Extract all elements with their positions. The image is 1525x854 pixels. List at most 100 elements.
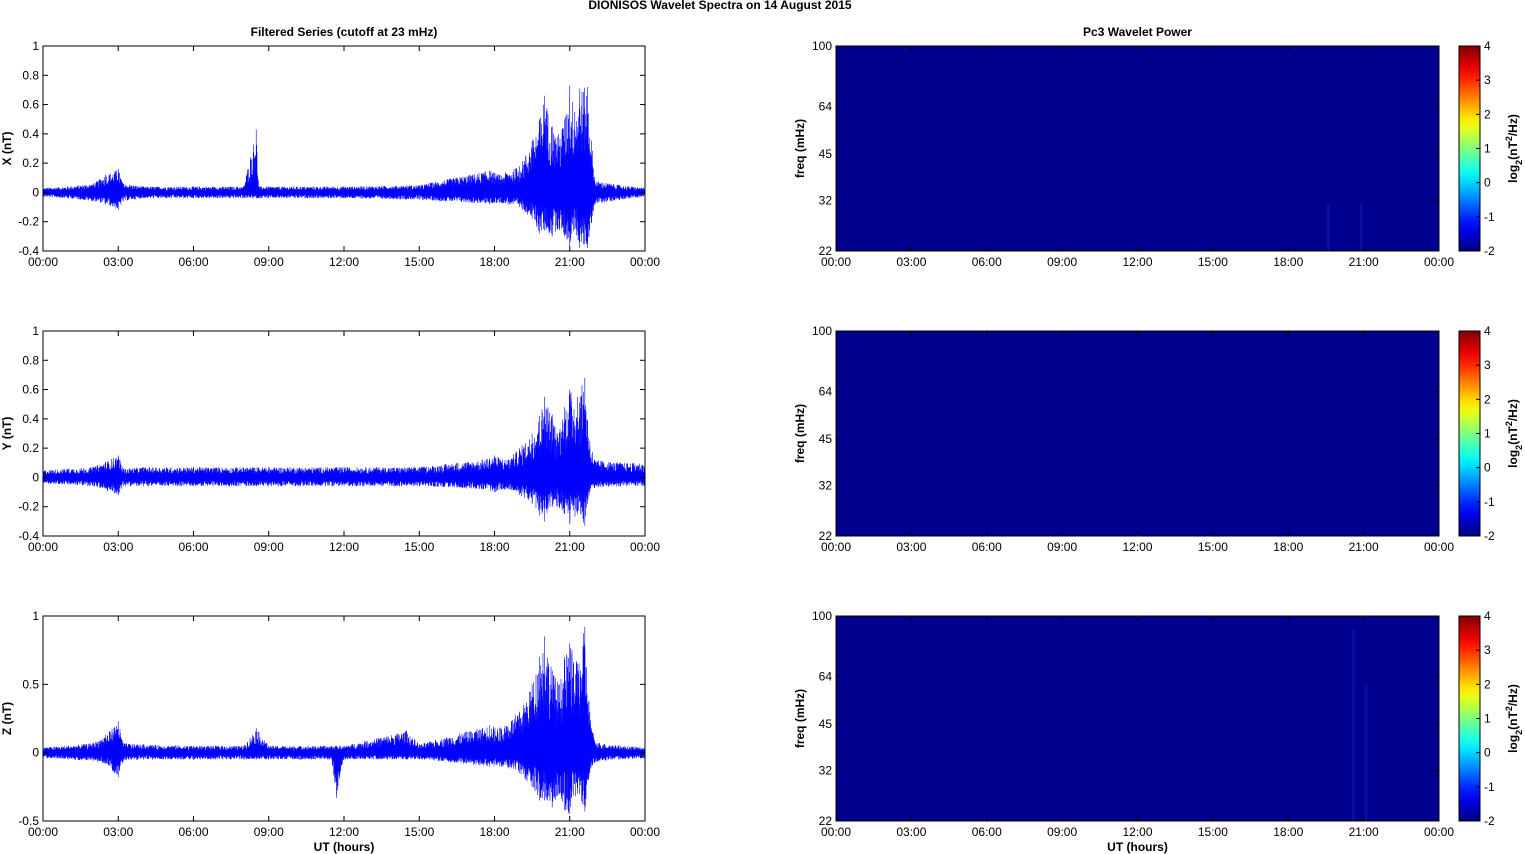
z-wavelet-colorbar-label: log2(nT2/Hz) xyxy=(1504,684,1524,753)
z-series-xtick-label-0: 00:00 xyxy=(28,825,58,839)
x-wavelet-xtick-label-8: 00:00 xyxy=(1424,255,1454,269)
y-wavelet-colorbar-label-tail: /Hz) xyxy=(1506,399,1520,421)
x-wavelet-ytick-label-0: 100 xyxy=(812,39,832,53)
y-wavelet-cbtick-label-5: -1 xyxy=(1484,495,1495,509)
y-wavelet-cbtick-label-6: -2 xyxy=(1484,529,1495,543)
x-series-xtick-label-0: 00:00 xyxy=(28,255,58,269)
y-series-xtick-label-1: 03:00 xyxy=(103,540,133,554)
x-series-title: Filtered Series (cutoff at 23 mHz) xyxy=(251,25,438,39)
y-wavelet-colorbar-label-unit: (nT xyxy=(1506,426,1520,445)
y-series-ytick-label-1: 0.8 xyxy=(22,353,39,367)
z-series-ytick-label-1: 0.5 xyxy=(22,677,39,691)
x-series-ytick-label-5: 0 xyxy=(32,185,39,199)
z-wavelet-ytick-label-3: 32 xyxy=(819,763,833,777)
y-wavelet-xtick-label-8: 00:00 xyxy=(1424,540,1454,554)
y-wavelet-ytick-label-4: 22 xyxy=(819,529,833,543)
y-series-xtick-label-3: 09:00 xyxy=(254,540,284,554)
x-wavelet-xtick-label-4: 12:00 xyxy=(1122,255,1152,269)
x-series-xtick-label-3: 09:00 xyxy=(254,255,284,269)
x-wavelet-colorbar-label-tail: /Hz) xyxy=(1506,114,1520,136)
x-wavelet-colorbar-label-unit: (nT xyxy=(1506,141,1520,160)
x-series-xtick-label-2: 06:00 xyxy=(178,255,208,269)
z-wavelet-xtick-label-6: 18:00 xyxy=(1273,825,1303,839)
z-wavelet-streak-1 xyxy=(1364,685,1368,821)
y-series-xtick-label-5: 15:00 xyxy=(404,540,434,554)
y-wavelet-xtick-label-1: 03:00 xyxy=(896,540,926,554)
y-wavelet-cbtick-label-2: 2 xyxy=(1484,392,1491,406)
z-wavelet-xtick-label-8: 00:00 xyxy=(1424,825,1454,839)
y-wavelet-ytick-label-0: 100 xyxy=(812,324,832,338)
x-series-ytick-label-0: 1 xyxy=(32,39,39,53)
y-series-ytick-label-6: -0.2 xyxy=(18,500,39,514)
x-wavelet-title: Pc3 Wavelet Power xyxy=(1083,25,1192,39)
y-wavelet-xtick-label-5: 15:00 xyxy=(1198,540,1228,554)
x-series-xtick-label-6: 18:00 xyxy=(479,255,509,269)
z-wavelet-colorbar-label-sub: 2 xyxy=(1514,730,1524,735)
x-wavelet-power-field xyxy=(836,46,1439,251)
y-wavelet-xtick-label-4: 12:00 xyxy=(1122,540,1152,554)
x-wavelet-ytick-label-2: 45 xyxy=(819,147,833,161)
x-wavelet-xtick-label-3: 09:00 xyxy=(1047,255,1077,269)
x-wavelet-ylabel: freq (mHz) xyxy=(793,119,807,178)
x-wavelet-xtick-label-1: 03:00 xyxy=(896,255,926,269)
z-series-xtick-label-8: 00:00 xyxy=(630,825,660,839)
x-wavelet-cbtick-label-5: -1 xyxy=(1484,210,1495,224)
z-wavelet-colorbar-label-tail: /Hz) xyxy=(1506,684,1520,706)
x-series-ytick-label-4: 0.2 xyxy=(22,156,39,170)
z-series-xtick-label-4: 12:00 xyxy=(329,825,359,839)
x-wavelet-cbtick-label-3: 1 xyxy=(1484,142,1491,156)
z-wavelet-cbtick-label-3: 1 xyxy=(1484,712,1491,726)
x-wavelet-cbtick-label-4: 0 xyxy=(1484,176,1491,190)
x-series-xtick-label-1: 03:00 xyxy=(103,255,133,269)
z-wavelet-colorbar-label-sup: 2 xyxy=(1504,706,1514,711)
z-series-xtick-label-2: 06:00 xyxy=(178,825,208,839)
x-wavelet-streak-1 xyxy=(1359,204,1363,251)
y-series-ytick-label-3: 0.4 xyxy=(22,412,39,426)
y-wavelet-colorbar-label: log2(nT2/Hz) xyxy=(1504,399,1524,468)
z-wavelet-cbtick-label-1: 3 xyxy=(1484,643,1491,657)
y-wavelet-xtick-label-6: 18:00 xyxy=(1273,540,1303,554)
x-series-ytick-label-2: 0.6 xyxy=(22,98,39,112)
z-wavelet-ytick-label-4: 22 xyxy=(819,814,833,828)
y-wavelet-power-field xyxy=(836,331,1439,536)
z-series-ylabel: Z (nT) xyxy=(0,702,14,735)
x-wavelet-xtick-label-0: 00:00 xyxy=(821,255,851,269)
x-series-xtick-label-8: 00:00 xyxy=(630,255,660,269)
y-wavelet-cbtick-label-0: 4 xyxy=(1484,324,1491,338)
x-wavelet-ytick-label-3: 32 xyxy=(819,193,833,207)
z-wavelet-xtick-label-3: 09:00 xyxy=(1047,825,1077,839)
y-wavelet-ytick-label-2: 45 xyxy=(819,432,833,446)
y-series-ytick-label-0: 1 xyxy=(32,324,39,338)
y-series-ytick-label-5: 0 xyxy=(32,470,39,484)
x-wavelet-xtick-label-2: 06:00 xyxy=(972,255,1002,269)
y-wavelet-xtick-label-7: 21:00 xyxy=(1349,540,1379,554)
x-series-xtick-label-5: 15:00 xyxy=(404,255,434,269)
z-series-ytick-label-2: 0 xyxy=(32,746,39,760)
y-wavelet-ylabel: freq (mHz) xyxy=(793,404,807,463)
y-series-ylabel: Y (nT) xyxy=(0,417,14,451)
z-series-xlabel: UT (hours) xyxy=(314,840,375,854)
z-wavelet-xtick-label-0: 00:00 xyxy=(821,825,851,839)
y-wavelet-colorbar-label-sub: 2 xyxy=(1514,445,1524,450)
z-wavelet-power-field xyxy=(836,616,1439,821)
y-series-xtick-label-6: 18:00 xyxy=(479,540,509,554)
x-wavelet-xtick-label-5: 15:00 xyxy=(1198,255,1228,269)
z-wavelet-xtick-label-4: 12:00 xyxy=(1122,825,1152,839)
z-wavelet-ytick-label-0: 100 xyxy=(812,609,832,623)
z-series-ytick-label-3: -0.5 xyxy=(18,814,39,828)
z-wavelet-colorbar-label-unit: (nT xyxy=(1506,711,1520,730)
z-series-xtick-label-5: 15:00 xyxy=(404,825,434,839)
z-wavelet-ytick-label-1: 64 xyxy=(819,669,833,683)
y-wavelet-xtick-label-0: 00:00 xyxy=(821,540,851,554)
y-series-xtick-label-0: 00:00 xyxy=(28,540,58,554)
x-wavelet-colorbar-label-sub: 2 xyxy=(1514,160,1524,165)
z-wavelet-streak-0 xyxy=(1352,630,1356,821)
x-wavelet-panel: Pc3 Wavelet Power1006445322243210-1-2log… xyxy=(793,25,1524,269)
z-series-xtick-label-3: 09:00 xyxy=(254,825,284,839)
x-series-ytick-label-3: 0.4 xyxy=(22,127,39,141)
x-wavelet-cbtick-label-6: -2 xyxy=(1484,244,1495,258)
y-wavelet-cbtick-label-3: 1 xyxy=(1484,427,1491,441)
z-wavelet-xlabel: UT (hours) xyxy=(1107,840,1168,854)
y-series-ytick-label-7: -0.4 xyxy=(18,529,39,543)
